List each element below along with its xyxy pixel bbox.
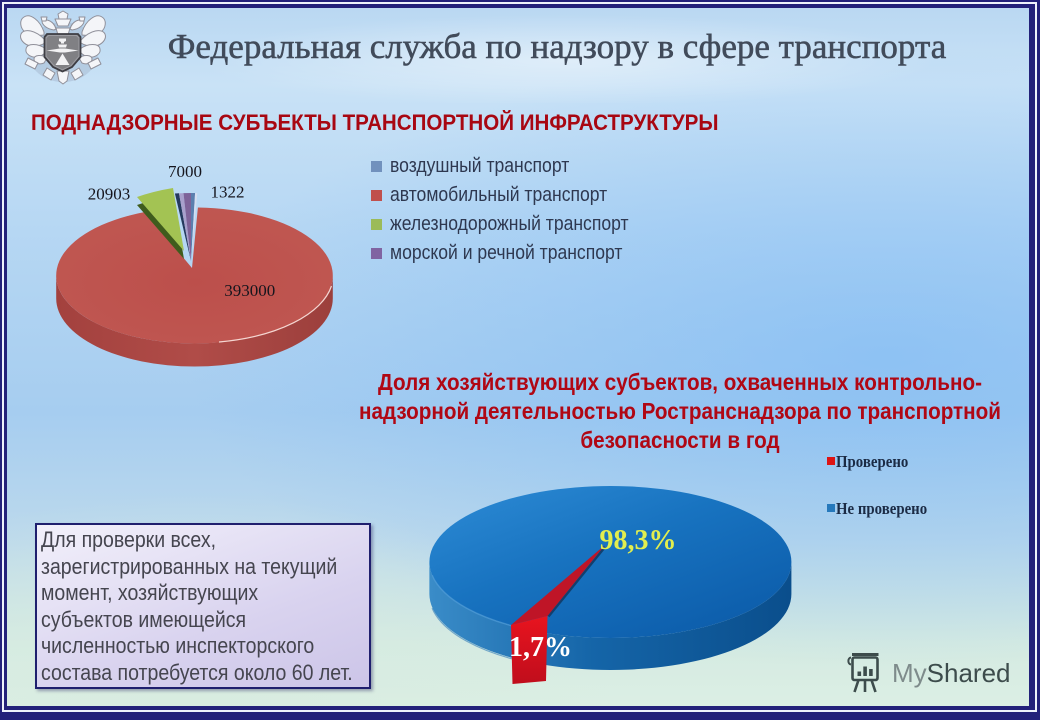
svg-text:98,3%: 98,3%	[600, 525, 677, 556]
svg-text:7000: 7000	[168, 162, 202, 181]
svg-text:20903: 20903	[88, 185, 131, 204]
svg-text:1322: 1322	[211, 182, 245, 201]
svg-text:1,7%: 1,7%	[509, 632, 572, 663]
svg-text:393000: 393000	[224, 281, 275, 300]
